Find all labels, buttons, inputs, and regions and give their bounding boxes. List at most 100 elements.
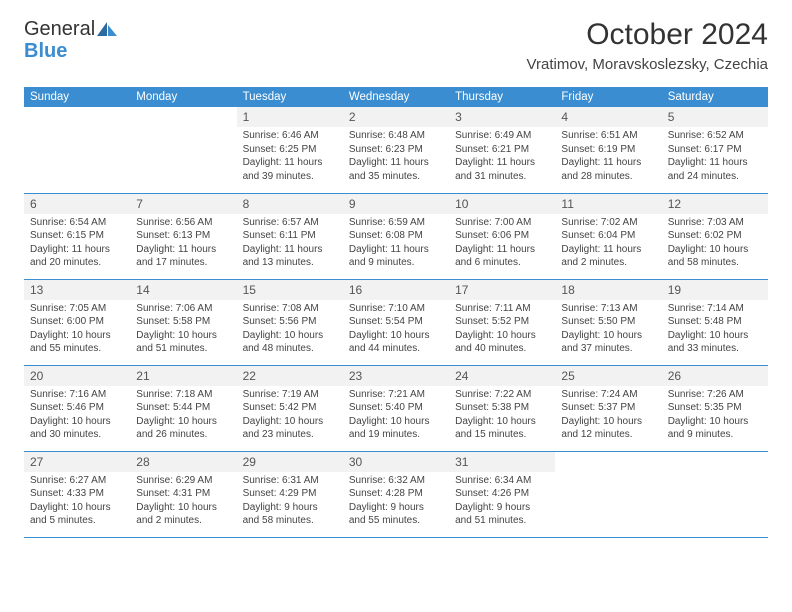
day-details: Sunrise: 7:26 AMSunset: 5:35 PMDaylight:…: [668, 388, 762, 442]
day-number: 1: [237, 107, 343, 127]
calendar-cell: 8Sunrise: 6:57 AMSunset: 6:11 PMDaylight…: [237, 193, 343, 279]
day-details: Sunrise: 7:11 AMSunset: 5:52 PMDaylight:…: [455, 302, 549, 356]
day-details: Sunrise: 6:27 AMSunset: 4:33 PMDaylight:…: [30, 474, 124, 528]
calendar-cell: 26Sunrise: 7:26 AMSunset: 5:35 PMDayligh…: [662, 365, 768, 451]
day-number: 29: [237, 452, 343, 472]
calendar-cell: 18Sunrise: 7:13 AMSunset: 5:50 PMDayligh…: [555, 279, 661, 365]
day-details: Sunrise: 7:24 AMSunset: 5:37 PMDaylight:…: [561, 388, 655, 442]
day-number: 31: [449, 452, 555, 472]
calendar-cell: 21Sunrise: 7:18 AMSunset: 5:44 PMDayligh…: [130, 365, 236, 451]
day-header: Friday: [555, 87, 661, 107]
day-details: Sunrise: 7:13 AMSunset: 5:50 PMDaylight:…: [561, 302, 655, 356]
calendar-cell: 23Sunrise: 7:21 AMSunset: 5:40 PMDayligh…: [343, 365, 449, 451]
day-details: Sunrise: 6:49 AMSunset: 6:21 PMDaylight:…: [455, 129, 549, 183]
title-block: October 2024 Vratimov, Moravskoslezsky, …: [527, 18, 768, 73]
day-header: Sunday: [24, 87, 130, 107]
day-details: Sunrise: 6:59 AMSunset: 6:08 PMDaylight:…: [349, 216, 443, 270]
day-number: 20: [24, 366, 130, 386]
day-details: Sunrise: 6:29 AMSunset: 4:31 PMDaylight:…: [136, 474, 230, 528]
day-number: 4: [555, 107, 661, 127]
calendar-cell: 13Sunrise: 7:05 AMSunset: 6:00 PMDayligh…: [24, 279, 130, 365]
day-number: 11: [555, 194, 661, 214]
calendar-cell: 16Sunrise: 7:10 AMSunset: 5:54 PMDayligh…: [343, 279, 449, 365]
day-number: 18: [555, 280, 661, 300]
calendar-cell: 28Sunrise: 6:29 AMSunset: 4:31 PMDayligh…: [130, 451, 236, 537]
day-number: 17: [449, 280, 555, 300]
calendar-cell: 2Sunrise: 6:48 AMSunset: 6:23 PMDaylight…: [343, 107, 449, 193]
calendar-cell: 10Sunrise: 7:00 AMSunset: 6:06 PMDayligh…: [449, 193, 555, 279]
calendar-cell: 7Sunrise: 6:56 AMSunset: 6:13 PMDaylight…: [130, 193, 236, 279]
calendar-cell: 14Sunrise: 7:06 AMSunset: 5:58 PMDayligh…: [130, 279, 236, 365]
day-number: 22: [237, 366, 343, 386]
day-header: Tuesday: [237, 87, 343, 107]
day-details: Sunrise: 6:57 AMSunset: 6:11 PMDaylight:…: [243, 216, 337, 270]
calendar-cell: 1Sunrise: 6:46 AMSunset: 6:25 PMDaylight…: [237, 107, 343, 193]
calendar-cell: 20Sunrise: 7:16 AMSunset: 5:46 PMDayligh…: [24, 365, 130, 451]
logo-text-general: General: [24, 18, 95, 41]
calendar-cell: 24Sunrise: 7:22 AMSunset: 5:38 PMDayligh…: [449, 365, 555, 451]
day-number: 13: [24, 280, 130, 300]
calendar-cell: 30Sunrise: 6:32 AMSunset: 4:28 PMDayligh…: [343, 451, 449, 537]
calendar-cell: 29Sunrise: 6:31 AMSunset: 4:29 PMDayligh…: [237, 451, 343, 537]
day-number: 2: [343, 107, 449, 127]
day-number: 9: [343, 194, 449, 214]
calendar-cell: 3Sunrise: 6:49 AMSunset: 6:21 PMDaylight…: [449, 107, 555, 193]
day-number: 23: [343, 366, 449, 386]
day-details: Sunrise: 6:54 AMSunset: 6:15 PMDaylight:…: [30, 216, 124, 270]
day-number: 10: [449, 194, 555, 214]
day-details: Sunrise: 7:06 AMSunset: 5:58 PMDaylight:…: [136, 302, 230, 356]
day-number: 24: [449, 366, 555, 386]
calendar-cell: 17Sunrise: 7:11 AMSunset: 5:52 PMDayligh…: [449, 279, 555, 365]
location: Vratimov, Moravskoslezsky, Czechia: [527, 56, 768, 73]
day-number: 3: [449, 107, 555, 127]
logo: General: [24, 18, 121, 41]
day-header: Thursday: [449, 87, 555, 107]
calendar-cell: 6Sunrise: 6:54 AMSunset: 6:15 PMDaylight…: [24, 193, 130, 279]
header: General October 2024 Vratimov, Moravskos…: [24, 18, 768, 73]
day-details: Sunrise: 6:51 AMSunset: 6:19 PMDaylight:…: [561, 129, 655, 183]
day-details: Sunrise: 6:52 AMSunset: 6:17 PMDaylight:…: [668, 129, 762, 183]
day-details: Sunrise: 7:18 AMSunset: 5:44 PMDaylight:…: [136, 388, 230, 442]
day-details: Sunrise: 7:00 AMSunset: 6:06 PMDaylight:…: [455, 216, 549, 270]
day-details: Sunrise: 7:21 AMSunset: 5:40 PMDaylight:…: [349, 388, 443, 442]
calendar-row: 20Sunrise: 7:16 AMSunset: 5:46 PMDayligh…: [24, 365, 768, 451]
day-details: Sunrise: 7:05 AMSunset: 6:00 PMDaylight:…: [30, 302, 124, 356]
calendar-row: 27Sunrise: 6:27 AMSunset: 4:33 PMDayligh…: [24, 451, 768, 537]
month-title: October 2024: [527, 18, 768, 52]
day-details: Sunrise: 6:31 AMSunset: 4:29 PMDaylight:…: [243, 474, 337, 528]
calendar-cell: 4Sunrise: 6:51 AMSunset: 6:19 PMDaylight…: [555, 107, 661, 193]
calendar-cell: 25Sunrise: 7:24 AMSunset: 5:37 PMDayligh…: [555, 365, 661, 451]
day-number: 21: [130, 366, 236, 386]
day-details: Sunrise: 6:32 AMSunset: 4:28 PMDaylight:…: [349, 474, 443, 528]
calendar-cell: 11Sunrise: 7:02 AMSunset: 6:04 PMDayligh…: [555, 193, 661, 279]
calendar-cell: 9Sunrise: 6:59 AMSunset: 6:08 PMDaylight…: [343, 193, 449, 279]
day-number: 5: [662, 107, 768, 127]
day-header: Saturday: [662, 87, 768, 107]
day-number: 19: [662, 280, 768, 300]
calendar-row: 13Sunrise: 7:05 AMSunset: 6:00 PMDayligh…: [24, 279, 768, 365]
logo-sail-icon: [97, 22, 119, 38]
day-details: Sunrise: 6:46 AMSunset: 6:25 PMDaylight:…: [243, 129, 337, 183]
calendar-cell: 22Sunrise: 7:19 AMSunset: 5:42 PMDayligh…: [237, 365, 343, 451]
calendar-cell: [555, 451, 661, 537]
calendar-row: 6Sunrise: 6:54 AMSunset: 6:15 PMDaylight…: [24, 193, 768, 279]
calendar: SundayMondayTuesdayWednesdayThursdayFrid…: [24, 87, 768, 538]
calendar-cell: [130, 107, 236, 193]
day-number: 25: [555, 366, 661, 386]
day-number: 12: [662, 194, 768, 214]
calendar-cell: 12Sunrise: 7:03 AMSunset: 6:02 PMDayligh…: [662, 193, 768, 279]
day-details: Sunrise: 7:19 AMSunset: 5:42 PMDaylight:…: [243, 388, 337, 442]
day-header: Wednesday: [343, 87, 449, 107]
calendar-cell: 15Sunrise: 7:08 AMSunset: 5:56 PMDayligh…: [237, 279, 343, 365]
day-details: Sunrise: 7:16 AMSunset: 5:46 PMDaylight:…: [30, 388, 124, 442]
day-details: Sunrise: 7:14 AMSunset: 5:48 PMDaylight:…: [668, 302, 762, 356]
day-number: 30: [343, 452, 449, 472]
day-details: Sunrise: 6:48 AMSunset: 6:23 PMDaylight:…: [349, 129, 443, 183]
calendar-cell: 19Sunrise: 7:14 AMSunset: 5:48 PMDayligh…: [662, 279, 768, 365]
day-number: 8: [237, 194, 343, 214]
calendar-cell: [24, 107, 130, 193]
day-details: Sunrise: 6:34 AMSunset: 4:26 PMDaylight:…: [455, 474, 549, 528]
day-number: 28: [130, 452, 236, 472]
day-details: Sunrise: 7:22 AMSunset: 5:38 PMDaylight:…: [455, 388, 549, 442]
day-number: 16: [343, 280, 449, 300]
